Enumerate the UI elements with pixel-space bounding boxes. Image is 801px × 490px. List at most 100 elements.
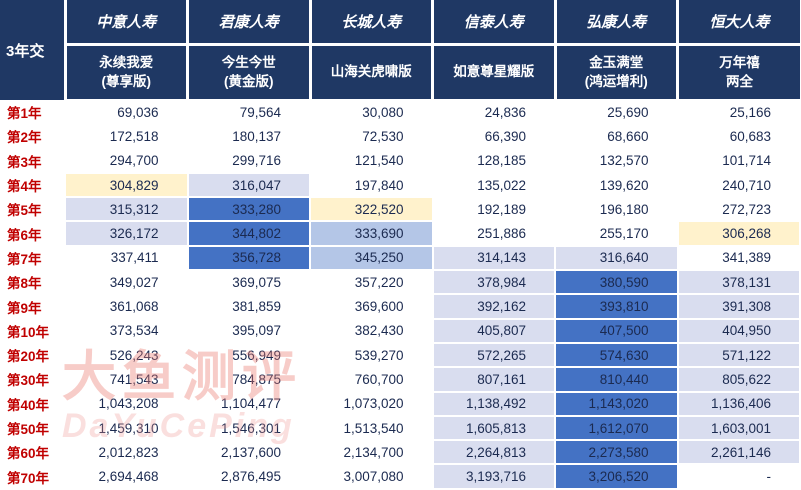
- value-cell: 2,694,468: [64, 463, 189, 490]
- row-label: 第8年: [0, 270, 65, 295]
- row-label: 第6年: [0, 221, 65, 246]
- value-cell: 299,716: [186, 147, 311, 174]
- value-cell: 369,600: [309, 293, 434, 320]
- product-header-line: (尊享版): [101, 74, 152, 90]
- product-header-line: 金玉满堂: [589, 54, 644, 70]
- row-label: 第3年: [0, 148, 65, 173]
- table-row: 第30年 741,543 784,875 760,700 807,161 810,440 8…: [0, 366, 801, 393]
- row-label: 第2年: [0, 124, 65, 149]
- value-cell: 381,859: [186, 293, 311, 320]
- value-cell: 24,836: [431, 98, 556, 126]
- value-cell: 357,220: [309, 269, 434, 296]
- value-cell: 121,540: [309, 147, 434, 174]
- value-cell: 240,710: [676, 171, 801, 199]
- value-cell: 2,137,600: [186, 439, 311, 466]
- product-header-line: (鸿运增利): [584, 74, 648, 90]
- table-row: 第8年 349,027 369,075 357,220 378,984 380,590 37…: [0, 269, 801, 296]
- product-header-line: 万年禧: [719, 54, 760, 70]
- table-row: 第4年 304,829 316,047 197,840 135,022 139,620 24…: [0, 171, 801, 199]
- value-cell: 3,206,520: [554, 463, 679, 490]
- row-label: 第50年: [0, 415, 65, 441]
- value-cell: 571,122: [676, 341, 801, 369]
- value-cell: 172,518: [64, 123, 189, 150]
- table-body: 第1年 69,036 79,564 30,080 24,836 25,690 25,166 第…: [0, 98, 801, 490]
- value-cell: 574,630: [554, 341, 679, 369]
- product-header: 如意尊星耀版: [432, 44, 557, 100]
- value-cell: 314,143: [431, 244, 556, 272]
- company-header: 恒大人寿: [677, 0, 800, 46]
- value-cell: 60,683: [676, 123, 801, 150]
- value-cell: 3,007,080: [309, 463, 434, 490]
- product-header-line: (黄金版): [224, 74, 274, 90]
- value-cell: 180,137: [186, 123, 311, 150]
- row-label: 第70年: [0, 464, 65, 489]
- value-cell: 393,810: [554, 293, 679, 320]
- value-cell: 356,728: [186, 244, 311, 272]
- row-label: 第1年: [0, 100, 65, 125]
- value-cell: 407,500: [554, 317, 679, 344]
- product-header-row: 永续我爱 (尊享版) 今生今世 (黄金版) 山海关虎啸版 如意尊星耀版 金玉满堂 (鸿运增利)…: [0, 44, 800, 100]
- row-label: 第40年: [0, 391, 65, 416]
- value-cell: 132,570: [554, 147, 679, 174]
- value-cell: 251,886: [431, 220, 556, 247]
- company-header: 中意人寿: [65, 0, 189, 46]
- value-cell: 2,134,700: [309, 439, 434, 466]
- table-row: 第10年 373,534 395,097 382,430 405,807 407,500 4…: [0, 317, 801, 344]
- value-cell: 79,564: [186, 98, 311, 126]
- value-cell: 369,075: [186, 269, 311, 296]
- value-cell: 337,411: [64, 244, 189, 272]
- value-cell: 572,265: [431, 341, 556, 369]
- value-cell: 404,950: [676, 317, 801, 344]
- value-cell: 333,690: [309, 220, 434, 247]
- product-header-line: 永续我爱: [99, 54, 154, 70]
- table-row: 第20年 526,243 556,949 539,270 572,265 574,630 5…: [0, 341, 801, 369]
- value-cell: 294,700: [64, 147, 189, 174]
- value-cell: 306,268: [676, 220, 801, 247]
- value-cell: 1,138,492: [431, 390, 556, 417]
- value-cell: 1,043,208: [64, 390, 189, 417]
- value-cell: -: [676, 463, 801, 490]
- value-cell: 1,513,540: [309, 414, 434, 442]
- value-cell: 272,723: [676, 196, 801, 223]
- value-cell: 25,690: [554, 98, 679, 126]
- value-cell: 395,097: [186, 317, 311, 344]
- table-row: 第40年 1,043,208 1,104,477 1,073,020 1,138,492…: [0, 390, 801, 417]
- value-cell: 25,166: [676, 98, 801, 126]
- table-row: 第1年 69,036 79,564 30,080 24,836 25,690 25,166: [0, 98, 801, 126]
- value-cell: 2,261,146: [676, 439, 801, 466]
- value-cell: 810,440: [554, 366, 679, 393]
- value-cell: 392,162: [431, 293, 556, 320]
- value-cell: 344,802: [186, 220, 311, 247]
- product-header-line: 两全: [726, 74, 753, 90]
- value-cell: 1,104,477: [186, 390, 311, 417]
- value-cell: 322,520: [309, 196, 434, 223]
- value-cell: 526,243: [64, 341, 189, 369]
- value-cell: 3,193,716: [431, 463, 556, 490]
- table-row: 第3年 294,700 299,716 121,540 128,185 132,570 10…: [0, 147, 801, 174]
- product-header-line: 山海关虎啸版: [330, 64, 412, 80]
- value-cell: 1,459,310: [64, 414, 189, 442]
- value-cell: 1,143,020: [554, 390, 679, 417]
- value-cell: 378,131: [676, 269, 801, 296]
- row-label: 第30年: [0, 367, 65, 392]
- value-cell: 2,012,823: [64, 439, 189, 466]
- value-cell: 2,264,813: [431, 439, 556, 466]
- table-row: 第2年 172,518 180,137 72,530 66,390 68,660 60,68…: [0, 123, 801, 150]
- value-cell: 316,640: [554, 244, 679, 272]
- value-cell: 349,027: [64, 269, 189, 296]
- value-cell: 101,714: [676, 147, 801, 174]
- value-cell: 1,612,070: [554, 414, 679, 442]
- row-label: 第10年: [0, 318, 65, 343]
- row-label: 第60年: [0, 440, 65, 465]
- value-cell: 539,270: [309, 341, 434, 369]
- value-cell: 304,829: [64, 171, 189, 199]
- value-cell: 1,605,813: [431, 414, 556, 442]
- value-cell: 197,840: [309, 171, 434, 199]
- product-header: 今生今世 (黄金版): [187, 44, 312, 100]
- value-cell: 128,185: [431, 147, 556, 174]
- value-cell: 378,984: [431, 269, 556, 296]
- value-cell: 373,534: [64, 317, 189, 344]
- value-cell: 333,280: [186, 196, 311, 223]
- company-header: 信泰人寿: [432, 0, 557, 46]
- company-header: 君康人寿: [187, 0, 312, 46]
